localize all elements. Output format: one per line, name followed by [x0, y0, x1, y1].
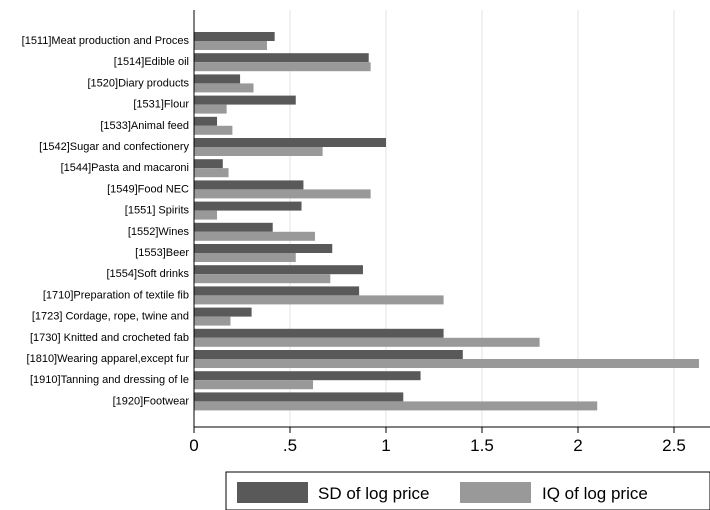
category-label-16: [1910]Tanning and dressing of le: [30, 374, 189, 386]
category-label-17: [1920]Footwear: [113, 395, 190, 407]
bars: [194, 32, 699, 411]
legend-label-0: SD of log price: [318, 484, 430, 503]
x-tick-label-5: 2.5: [662, 436, 686, 455]
legend: SD of log price IQ of log price: [225, 471, 710, 510]
bar-sd-2: [194, 74, 241, 84]
bar-iq-2: [194, 83, 254, 93]
bar-iq-0: [194, 41, 267, 50]
category-label-8: [1551] Spirits: [125, 205, 190, 217]
category-label-11: [1554]Soft drinks: [106, 268, 189, 280]
bar-iq-3: [194, 104, 227, 114]
bar-iq-10: [194, 253, 296, 262]
bar-iq-11: [194, 274, 331, 284]
category-label-12: [1710]Preparation of textile fib: [43, 289, 189, 301]
axes: [193, 10, 710, 433]
category-label-1: [1514]Edible oil: [114, 56, 189, 68]
bar-sd-12: [194, 286, 360, 296]
bar-sd-6: [194, 159, 223, 169]
bar-iq-9: [194, 231, 315, 241]
bar-iq-1: [194, 62, 371, 72]
bar-iq-13: [194, 316, 231, 326]
bar-sd-11: [194, 265, 363, 275]
x-tick-label-2: 1: [381, 436, 390, 455]
category-labels: [1511]Meat production and Proces [1514]Ed…: [22, 35, 190, 407]
bar-iq-16: [194, 380, 314, 390]
bar-sd-17: [194, 392, 404, 402]
x-tick-label-1: .5: [283, 436, 297, 455]
bar-sd-1: [194, 53, 369, 63]
bar-iq-5: [194, 147, 323, 156]
bar-sd-13: [194, 307, 252, 317]
category-label-6: [1544]Pasta and macaroni: [61, 162, 189, 174]
x-tick-label-4: 2: [573, 436, 582, 455]
bar-sd-8: [194, 201, 302, 211]
category-label-14: [1730] Knitted and crocheted fab: [30, 332, 189, 344]
bar-sd-4: [194, 116, 218, 126]
bar-sd-7: [194, 180, 304, 190]
category-label-7: [1549]Food NEC: [107, 183, 189, 195]
bar-iq-17: [194, 401, 598, 411]
bar-iq-6: [194, 168, 229, 178]
legend-swatch-1: [460, 482, 531, 503]
bar-iq-14: [194, 337, 540, 347]
category-label-0: [1511]Meat production and Proces: [22, 35, 190, 47]
category-label-15: [1810]Wearing apparel,except fur: [27, 353, 190, 365]
bar-sd-0: [194, 32, 275, 41]
category-label-2: [1520]Diary products: [88, 77, 190, 89]
x-tick-labels: 0 .5 1 1.5 2 2.5: [189, 436, 686, 455]
bar-sd-15: [194, 350, 463, 359]
bar-iq-15: [194, 359, 699, 368]
bar-sd-10: [194, 244, 333, 253]
bar-sd-9: [194, 222, 273, 232]
category-label-3: [1531]Flour: [133, 99, 189, 111]
bar-iq-8: [194, 210, 218, 220]
bar-sd-3: [194, 95, 296, 105]
category-label-10: [1553]Beer: [135, 247, 189, 259]
legend-label-1: IQ of log price: [542, 484, 648, 503]
bar-sd-16: [194, 371, 421, 381]
category-label-4: [1533]Animal feed: [100, 120, 189, 132]
bar-sd-5: [194, 138, 386, 147]
x-tick-label-0: 0: [189, 436, 198, 455]
category-label-9: [1552]Wines: [128, 226, 190, 238]
bar-iq-12: [194, 295, 444, 305]
category-label-13: [1723] Cordage, rope, twine and: [32, 311, 189, 323]
bar-iq-4: [194, 125, 233, 135]
bar-iq-7: [194, 189, 371, 199]
bar-sd-14: [194, 328, 444, 338]
legend-swatch-0: [237, 482, 308, 503]
category-label-5: [1542]Sugar and confectionery: [39, 141, 189, 153]
x-tick-label-3: 1.5: [470, 436, 494, 455]
